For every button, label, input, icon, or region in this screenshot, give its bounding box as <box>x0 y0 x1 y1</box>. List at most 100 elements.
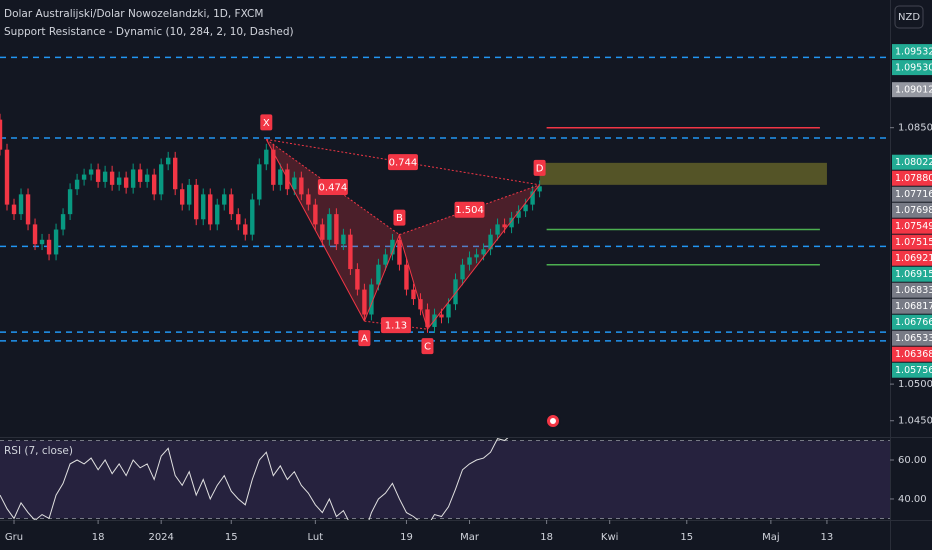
candle-body <box>299 177 304 195</box>
price-label-box <box>892 202 932 218</box>
candle-body <box>187 184 192 205</box>
candle-body <box>222 194 227 205</box>
candle-body <box>229 194 234 215</box>
price-label-box <box>892 330 932 346</box>
candle-body <box>495 224 500 235</box>
candle-body <box>383 254 388 265</box>
price-label: 1.07716 <box>895 189 932 200</box>
candle-body <box>369 284 374 315</box>
candle-body <box>474 254 479 258</box>
rsi-band <box>0 440 890 519</box>
rsi-line <box>0 438 509 520</box>
pattern-leg <box>265 139 365 322</box>
pattern-point-box <box>533 159 546 176</box>
price-label-box <box>892 362 932 378</box>
x-tick-label: 15 <box>680 532 693 543</box>
event-flag-dot <box>550 418 556 424</box>
target-zone <box>539 162 827 185</box>
candle-body <box>348 234 353 270</box>
candle-body <box>341 234 346 245</box>
price-label: 1.06368 <box>895 349 932 360</box>
y-tick-label: 1.05000 <box>898 379 932 390</box>
pattern-point-label: C <box>424 342 431 353</box>
y-tick-label: 1.04500 <box>898 416 932 427</box>
candle-body <box>453 279 458 305</box>
candle-body <box>502 224 507 228</box>
candle-body <box>144 174 150 182</box>
candle-body <box>264 149 269 165</box>
candle-body <box>4 149 10 205</box>
pattern-leg <box>398 234 428 330</box>
candle-body <box>201 194 206 220</box>
ratio-label-box <box>454 201 485 218</box>
candle-body <box>11 204 17 215</box>
candle-body <box>32 224 38 245</box>
price-label-box <box>892 44 932 60</box>
candle-body <box>250 199 255 235</box>
pattern-point-label: B <box>396 213 403 224</box>
pattern-point-label: A <box>361 334 368 345</box>
price-label-box <box>892 314 932 330</box>
price-label: 1.05756 <box>895 365 932 376</box>
candle-body <box>411 289 416 300</box>
candle-body <box>404 264 409 290</box>
candle-body <box>236 214 241 225</box>
axes: 1.04500 1.05000 1.08500 Gru 18 2024 15 Lut 19 Mar… <box>5 44 932 543</box>
main-pane: 0.474 1.13 1.504 0.744 X A B C D <box>0 56 890 355</box>
price-label-box <box>892 82 932 98</box>
candle-body <box>243 224 248 235</box>
candle-body <box>327 214 332 240</box>
pattern-point-label: D <box>536 163 544 174</box>
price-label: 1.06833 <box>895 285 932 296</box>
price-label: 1.06817 <box>895 301 932 312</box>
candle-body <box>397 239 402 265</box>
price-label: 1.06915 <box>895 269 932 280</box>
pattern-point-box <box>421 338 434 355</box>
pattern-point-label: X <box>263 118 270 129</box>
price-label: 1.09012 <box>895 85 932 96</box>
currency-button[interactable] <box>894 5 924 29</box>
rsi-y-tick-label: 40.00 <box>898 494 927 505</box>
price-label: 1.09532 <box>895 47 932 58</box>
ratio-label-box <box>380 317 411 334</box>
x-tick-label: Mar <box>460 532 480 543</box>
candle-body <box>151 174 157 195</box>
candle-body <box>306 194 311 205</box>
price-label: 1.06921 <box>895 253 932 264</box>
candle-body <box>334 214 339 245</box>
candle-body <box>208 194 213 225</box>
price-label: 1.06533 <box>895 333 932 344</box>
price-label-box <box>892 250 932 266</box>
candle-body <box>376 264 381 285</box>
candle-body <box>278 169 283 185</box>
price-label-box <box>892 346 932 362</box>
candle-body <box>102 171 108 182</box>
price-label-box <box>892 170 932 186</box>
price-label: 1.07515 <box>895 237 932 248</box>
candle-body <box>516 211 521 218</box>
candle-body <box>53 229 59 255</box>
pattern-ratio-line <box>399 184 540 236</box>
candle-body <box>25 194 31 225</box>
currency-label[interactable]: NZD <box>898 12 920 23</box>
pattern-point-box <box>393 209 406 226</box>
x-tick-label: 18 <box>540 532 553 543</box>
candle-body <box>194 184 199 220</box>
pattern-leg <box>427 184 541 330</box>
candle-body <box>116 177 122 185</box>
symbol-title: Dolar Australijski/Dolar Nowozelandzki, … <box>4 8 263 20</box>
candle-body <box>467 257 472 265</box>
pattern-point-box <box>260 114 273 131</box>
x-tick-label: 18 <box>92 532 105 543</box>
indicator-title: Support Resistance - Dynamic (10, 284, 2… <box>4 26 294 38</box>
candle-body <box>292 177 297 190</box>
price-label-box <box>892 266 932 282</box>
candle-body <box>39 239 45 245</box>
pattern-ratio-line <box>364 320 428 330</box>
candle-body <box>60 214 66 230</box>
candle-body <box>74 179 80 190</box>
price-label: 1.07549 <box>895 221 932 232</box>
candle-body <box>523 204 528 212</box>
ratio-label-box <box>317 179 348 196</box>
